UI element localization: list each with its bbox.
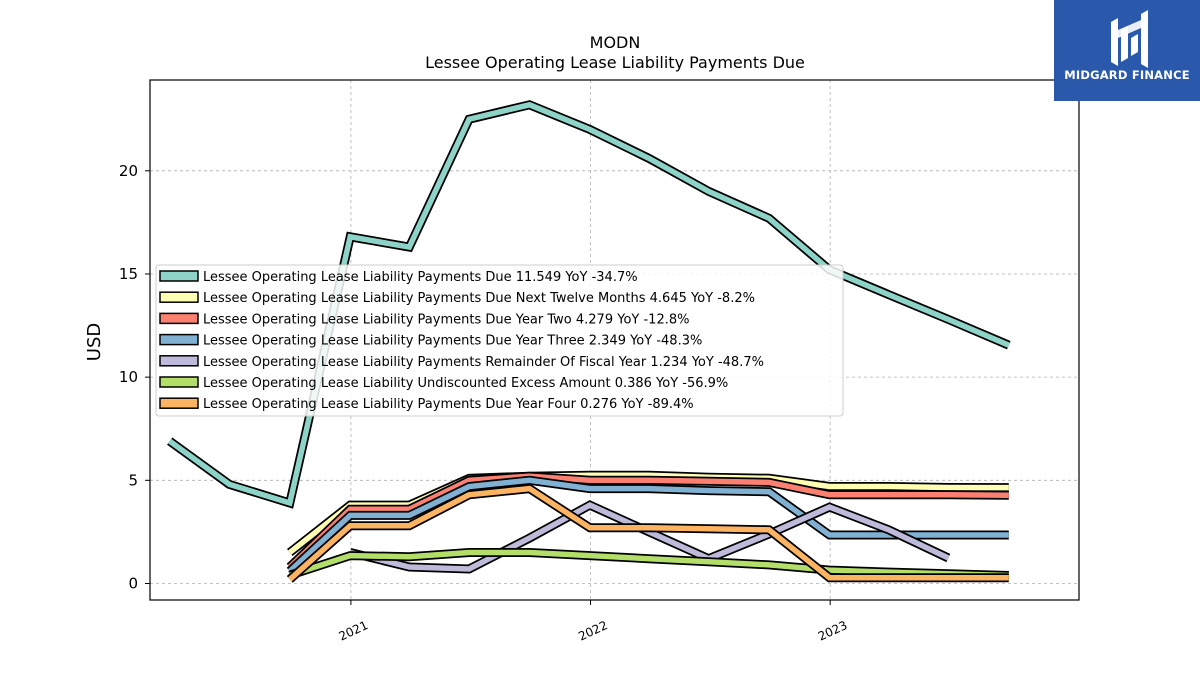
series-line-3 <box>286 471 1009 571</box>
y-tick-label: 5 <box>128 471 138 489</box>
legend-label: Lessee Operating Lease Liability Undisco… <box>203 376 728 391</box>
chart-titles: MODN Lessee Operating Lease Liability Pa… <box>425 33 805 72</box>
legend-swatch <box>159 376 199 388</box>
legend-swatch <box>159 355 199 367</box>
legend-item: Lessee Operating Lease Liability Payment… <box>159 355 764 370</box>
legend-label: Lessee Operating Lease Liability Payment… <box>203 312 689 327</box>
series-lines <box>167 100 1011 583</box>
legend-label: Lessee Operating Lease Liability Payment… <box>203 355 764 370</box>
legend-item: Lessee Operating Lease Liability Payment… <box>159 270 638 285</box>
y-tick-label: 15 <box>119 265 138 283</box>
series-line-6 <box>288 548 1009 580</box>
y-axis-label: USD <box>84 323 105 361</box>
midgard-finance-logo: MIDGARD FINANCE <box>1054 0 1200 101</box>
series-stroke <box>287 485 1009 582</box>
series-line-4 <box>286 475 1009 575</box>
y-axis-ticks: 0 5 10 15 20 <box>119 162 150 592</box>
legend-swatch <box>159 333 199 346</box>
series-stroke <box>287 477 1009 574</box>
series-stroke <box>287 473 1009 569</box>
legend-item: Lessee Operating Lease Liability Undisco… <box>159 376 728 391</box>
legend-swatch <box>159 312 199 325</box>
y-tick-label: 0 <box>128 574 138 592</box>
legend-item: Lessee Operating Lease Liability Payment… <box>159 333 702 349</box>
series-line-7 <box>286 483 1009 583</box>
legend-swatch <box>159 397 199 409</box>
brand-name: MIDGARD FINANCE <box>1064 68 1190 82</box>
chart-title: MODN <box>590 33 641 52</box>
legend-item: Lessee Operating Lease Liability Payment… <box>159 397 694 412</box>
legend-item: Lessee Operating Lease Liability Payment… <box>159 312 689 327</box>
x-tick-label: 2022 <box>576 618 610 644</box>
legend-swatch <box>159 270 199 282</box>
legend: Lessee Operating Lease Liability Payment… <box>155 264 844 417</box>
chart-subtitle: Lessee Operating Lease Liability Payment… <box>425 53 805 72</box>
x-tick-label: 2021 <box>337 618 371 644</box>
legend-label: Lessee Operating Lease Liability Payment… <box>203 334 702 349</box>
x-tick-label: 2023 <box>816 618 850 644</box>
legend-box <box>155 264 844 417</box>
legend-label: Lessee Operating Lease Liability Payment… <box>203 270 638 285</box>
legend-label: Lessee Operating Lease Liability Payment… <box>203 397 694 412</box>
series-stroke <box>288 549 1009 579</box>
legend-item: Lessee Operating Lease Liability Payment… <box>159 291 755 306</box>
legend-label: Lessee Operating Lease Liability Payment… <box>203 291 755 306</box>
y-tick-label: 20 <box>119 162 138 180</box>
plot-frame <box>149 79 1080 601</box>
legend-swatch <box>159 291 199 303</box>
midgard-logo-icon <box>1111 10 1148 68</box>
y-tick-label: 10 <box>119 368 138 386</box>
x-axis-ticks: 2021 2022 2023 <box>337 600 850 644</box>
